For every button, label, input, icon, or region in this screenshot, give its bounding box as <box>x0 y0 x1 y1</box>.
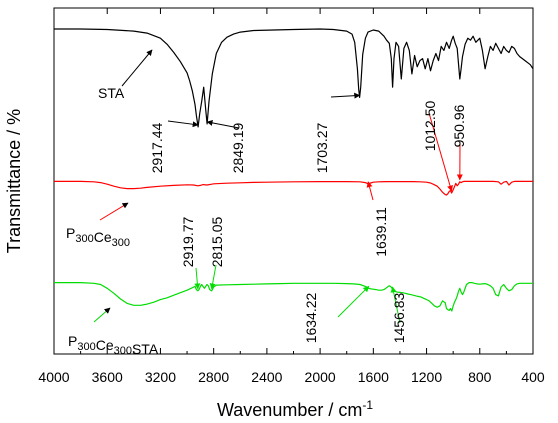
peak-arrow <box>209 264 217 290</box>
series-line-P300Ce300STA <box>54 282 533 312</box>
x-tick-label: 4000 <box>38 369 69 385</box>
x-tick-label: 1600 <box>358 369 389 385</box>
peak-arrow <box>206 119 240 129</box>
x-tick-label: 3200 <box>145 369 176 385</box>
series-label-P300Ce300STA: P300Ce300STA <box>68 333 159 357</box>
series-label-arrow <box>121 49 153 87</box>
peak-label: 1703.27 <box>314 122 330 173</box>
peak-label: 2849.19 <box>230 122 246 173</box>
x-tick-label: 400 <box>521 369 545 385</box>
peak-label: 1456.83 <box>391 292 407 343</box>
series-label-STA: STA <box>98 85 125 101</box>
series-label-arrow <box>99 202 129 221</box>
peak-label: 950.96 <box>451 104 467 147</box>
peak-arrow <box>428 112 453 192</box>
x-tick-label: 2400 <box>251 369 282 385</box>
peak-arrow <box>366 181 374 201</box>
peak-label: 1639.11 <box>373 207 389 257</box>
x-tick-label: 3600 <box>92 369 123 385</box>
series-line-P300Ce300 <box>54 180 533 196</box>
peak-label: 1634.22 <box>303 292 319 343</box>
series-layer <box>54 28 534 312</box>
peak-label: 1012.50 <box>422 100 438 151</box>
peak-label: 2815.05 <box>209 216 225 267</box>
annotation-layer: 2917.44 2849.19 1703.27 1012.50 950.96 1639.1… <box>149 92 467 343</box>
series-line-STA <box>54 28 534 128</box>
peak-arrow <box>167 120 199 128</box>
y-axis-title: Transmittance / % <box>4 109 24 253</box>
peak-arrow <box>337 285 370 318</box>
peak-arrow <box>330 92 361 99</box>
x-tick-label: 1200 <box>411 369 442 385</box>
peak-label: 2917.44 <box>149 122 165 173</box>
series-label-arrow <box>93 307 111 323</box>
peak-arrow <box>194 267 201 290</box>
x-axis-ticks: 4000 3600 3200 2800 2400 2000 1600 1200 800 400 <box>38 8 545 385</box>
x-tick-label: 2800 <box>198 369 229 385</box>
peak-label: 2919.77 <box>180 216 196 267</box>
series-labels: STA P300Ce300 P300Ce300STA <box>66 49 159 357</box>
x-tick-label: 2000 <box>305 369 336 385</box>
series-label-P300Ce300: P300Ce300 <box>66 225 130 249</box>
peak-arrow <box>390 286 401 324</box>
x-tick-label: 800 <box>468 369 492 385</box>
x-axis-title: Wavenumber / cm-1 <box>217 398 373 420</box>
